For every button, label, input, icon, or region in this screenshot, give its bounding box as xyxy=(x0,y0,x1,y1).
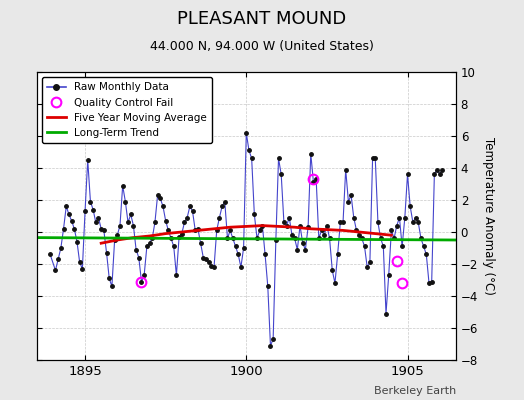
Text: Berkeley Earth: Berkeley Earth xyxy=(374,386,456,396)
Legend: Raw Monthly Data, Quality Control Fail, Five Year Moving Average, Long-Term Tren: Raw Monthly Data, Quality Control Fail, … xyxy=(42,77,212,143)
Y-axis label: Temperature Anomaly (°C): Temperature Anomaly (°C) xyxy=(482,137,495,295)
Text: 44.000 N, 94.000 W (United States): 44.000 N, 94.000 W (United States) xyxy=(150,40,374,53)
Text: PLEASANT MOUND: PLEASANT MOUND xyxy=(178,10,346,28)
